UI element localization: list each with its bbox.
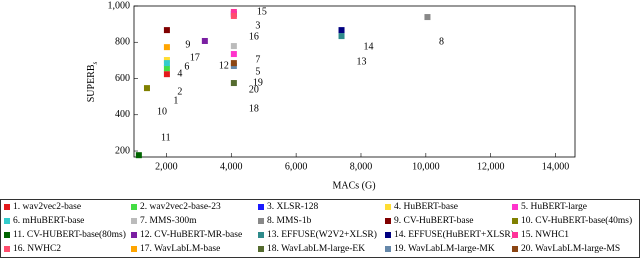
y-tick-label: 800 [115,37,130,48]
legend-swatch [385,232,391,238]
legend-label: 2. wav2vec2-base-23 [140,202,221,212]
point [230,12,237,19]
point-label: 18 [249,103,259,114]
legend-label: 18. WavLabLM-large-EK [267,244,365,254]
point-label: 3 [255,20,260,31]
legend-label: 16. NWHC2 [13,244,61,254]
legend-label: 9. CV-HuBERT-base [394,216,473,226]
y-axis-label: SUPERBs [86,61,98,102]
point-label: 15 [257,6,267,17]
legend-label: 15. NWHC1 [521,230,569,240]
x-tick-label: 12,000 [477,161,505,172]
x-tick-label: 4,000 [220,161,243,172]
point [143,85,150,92]
legend-label: 11. CV-HUBERT-base(80ms) [13,229,126,240]
x-tick-label: 6,000 [285,161,308,172]
legend-label: 10. CV-HuBERT-base(40ms) [521,215,632,226]
point [230,8,237,15]
point-label: 14 [364,41,374,52]
point-label: 13 [357,56,367,67]
point [163,65,170,72]
point-label: 7 [255,54,260,65]
legend-swatch [258,232,264,238]
legend-swatch [258,204,264,210]
point-label: 6 [184,61,189,72]
point-label: 8 [439,36,444,47]
legend-swatch [4,218,10,224]
point-label: 5 [255,66,260,77]
point-label: 11 [161,132,171,143]
y-axis-label-sub: s [91,61,99,64]
legend-label: 6. mHuBERT-base [13,216,84,226]
legend-swatch [131,246,137,252]
point-label: 16 [249,31,259,42]
legend-label: 17. WavLabLM-base [140,244,220,254]
legend-label: 4. HuBERT-base [394,202,458,212]
point-label: 4 [177,68,182,79]
x-tick-label: 8,000 [350,161,373,172]
legend-label: 5. HuBERT-large [521,202,587,212]
legend-swatch [258,246,264,252]
x-tick-label: 10,000 [412,161,440,172]
y-axis-label-main: SUPERB [86,64,97,102]
legend-swatch [385,218,391,224]
legend-swatch [258,218,264,224]
point [230,43,237,50]
legend-label: 13. EFFUSE(W2V2+XLSR) [267,229,377,240]
point-label: 10 [157,106,167,117]
legend-label: 12. CV-HuBERT-MR-base [140,230,242,240]
y-tick-label: 200 [115,145,130,156]
legend-swatch [131,218,137,224]
x-axis-label: MACs (G) [332,180,375,191]
point [230,80,237,87]
point-label: 2 [177,86,182,97]
point [230,51,237,58]
legend-label: 14. EFFUSE(HuBERT+XLSR) [394,229,514,240]
y-tick-label: 400 [115,109,130,120]
legend-swatch [385,204,391,210]
legend-label: 3. XLSR-128 [267,202,318,212]
point [230,60,237,67]
point-label: 17 [190,52,200,63]
legend-swatch [512,232,518,238]
legend-swatch [512,218,518,224]
legend-swatch [4,232,10,238]
point [338,33,345,40]
point [201,37,208,44]
point-label: 9 [185,39,190,50]
point [163,71,170,78]
point [424,14,431,21]
point-label: 19 [253,77,263,88]
point [338,27,345,34]
legend-swatch [4,246,10,252]
legend-swatch [131,204,137,210]
point-label: 20 [249,84,259,95]
y-tick-label: 600 [115,73,130,84]
point-label: 12 [219,60,229,71]
point [163,44,170,51]
point [163,27,170,34]
legend-swatch [512,246,518,252]
point-label: 1 [173,95,178,106]
legend-swatch [512,204,518,210]
legend-label: 7. MMS-300m [140,216,197,226]
legend-swatch [131,232,137,238]
x-tick-label: 2,000 [155,161,178,172]
legend-swatch [4,204,10,210]
legend-label: 8. MMS-1b [267,216,312,226]
legend-label: 20. WavLabLM-large-MS [521,244,620,254]
point [163,57,170,64]
plot-frame [133,5,576,158]
x-tick-label: 14,000 [542,161,570,172]
y-tick-label: 1,000 [108,0,131,11]
legend-label: 19. WavLabLM-large-MK [394,244,495,254]
point [163,60,170,67]
legend-label: 1. wav2vec2-base [13,202,81,212]
point [135,152,142,159]
legend-swatch [385,246,391,252]
